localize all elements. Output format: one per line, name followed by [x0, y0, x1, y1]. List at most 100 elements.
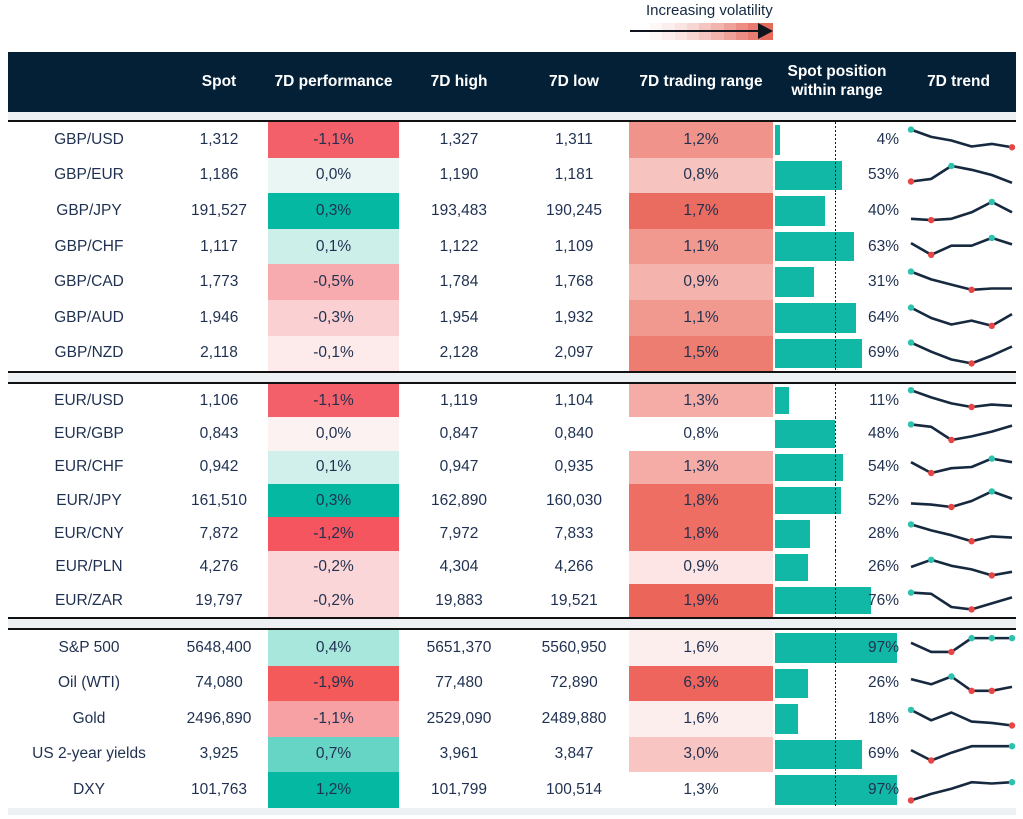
performance-cell: -1,9%: [268, 665, 399, 702]
performance-cell: -1,1%: [268, 701, 399, 737]
spot-value: 2496,890: [186, 709, 252, 727]
section-divider-band: [8, 373, 1016, 383]
section-indices: S&P 500 5648,400 0,4% 5651,370 5560,950 …: [8, 628, 1016, 808]
position-bar: [775, 160, 842, 191]
instrument-name: Oil (WTI): [58, 674, 120, 692]
performance-cell: 0,0%: [268, 417, 399, 451]
col-7d-trend: 7D trend: [927, 72, 990, 90]
table-row: DXY 101,763 1,2% 101,799 100,514 1,3% 97…: [8, 772, 1016, 808]
midpoint-dashed-line: [835, 384, 836, 418]
position-bar-cell: 69%: [773, 736, 901, 773]
instrument-name: Gold: [72, 709, 106, 727]
performance-cell: -0,2%: [268, 583, 399, 618]
performance-cell: 0,3%: [268, 484, 399, 518]
low-value: 4,266: [554, 558, 594, 576]
performance-cell: -1,2%: [268, 517, 399, 551]
low-value: 1,181: [554, 166, 594, 184]
position-bar: [775, 520, 811, 548]
trading-range-cell: 1,7%: [629, 193, 773, 229]
trading-range-cell: 1,3%: [629, 772, 773, 808]
position-label: 4%: [876, 130, 899, 148]
high-value: 2529,090: [426, 709, 492, 727]
performance-cell: -0,2%: [268, 550, 399, 584]
table-row: EUR/CHF 0,942 0,1% 0,947 0,935 1,3% 54%: [8, 450, 1016, 485]
midpoint-dashed-line: [835, 701, 836, 737]
trading-range-cell: 0,8%: [629, 157, 773, 194]
high-value: 3,961: [439, 745, 479, 763]
trading-range-cell: 0,9%: [629, 264, 773, 300]
trend-sparkline: [901, 484, 1016, 517]
instrument-name: GBP/USD: [54, 130, 124, 148]
table-header: Spot 7D performance 7D high 7D low 7D tr…: [8, 52, 1016, 112]
position-bar-cell: 18%: [773, 701, 901, 737]
spot-value: 1,312: [199, 130, 239, 148]
spot-value: 1,946: [199, 308, 239, 326]
midpoint-dashed-line: [835, 122, 836, 158]
instrument-name: EUR/USD: [54, 391, 124, 409]
trend-sparkline: [901, 772, 1016, 808]
low-value: 3,847: [554, 745, 594, 763]
trading-range-cell: 1,6%: [629, 701, 773, 737]
instrument-name: EUR/GBP: [54, 425, 124, 443]
volatility-arrow: [630, 30, 764, 32]
midpoint-dashed-line: [835, 264, 836, 300]
high-value: 1,122: [439, 237, 479, 255]
position-bar-cell: 97%: [773, 772, 901, 808]
trend-sparkline: [901, 451, 1016, 484]
performance-cell: -1,1%: [268, 122, 399, 158]
spot-value: 191,527: [190, 201, 248, 219]
trend-sparkline: [901, 517, 1016, 550]
low-value: 72,890: [550, 674, 598, 692]
col-7d-high: 7D high: [430, 72, 488, 90]
trading-range-cell: 1,1%: [629, 299, 773, 336]
position-bar-cell: 69%: [773, 335, 901, 372]
trend-sparkline: [901, 666, 1016, 702]
low-value: 2489,880: [541, 709, 607, 727]
midpoint-dashed-line: [835, 665, 836, 702]
position-label: 76%: [867, 591, 899, 609]
position-bar-cell: 63%: [773, 228, 901, 265]
col-7d-trading-range: 7D trading range: [639, 72, 763, 90]
low-value: 7,833: [554, 524, 594, 542]
instrument-name: GBP/EUR: [54, 166, 124, 184]
trend-sparkline: [901, 336, 1016, 372]
position-bar: [775, 739, 862, 770]
position-label: 31%: [867, 273, 899, 291]
performance-cell: -0,1%: [268, 335, 399, 372]
high-value: 1,784: [439, 273, 479, 291]
spot-value: 161,510: [190, 491, 248, 509]
col-7d-performance: 7D performance: [274, 72, 393, 90]
midpoint-dashed-line: [835, 484, 836, 518]
position-bar-cell: 4%: [773, 122, 901, 158]
volatility-arrow-head-icon: [758, 23, 773, 39]
col-7d-low: 7D low: [549, 72, 599, 90]
midpoint-dashed-line: [835, 550, 836, 584]
spot-value: 19,797: [195, 591, 243, 609]
trend-sparkline: [901, 122, 1016, 158]
low-value: 0,840: [554, 425, 594, 443]
header-divider-band: [8, 112, 1016, 120]
high-value: 1,327: [439, 130, 479, 148]
table-row: EUR/GBP 0,843 0,0% 0,847 0,840 0,8% 48%: [8, 417, 1016, 451]
trend-sparkline: [901, 158, 1016, 194]
trading-range-cell: 1,1%: [629, 228, 773, 265]
position-label: 52%: [867, 491, 899, 509]
position-label: 69%: [867, 344, 899, 362]
table-row: GBP/EUR 1,186 0,0% 1,190 1,181 0,8% 53%: [8, 157, 1016, 194]
performance-cell: -0,3%: [268, 299, 399, 336]
high-value: 4,304: [439, 558, 479, 576]
midpoint-dashed-line: [835, 583, 836, 618]
trend-sparkline: [901, 300, 1016, 336]
spot-value: 0,843: [199, 425, 239, 443]
position-bar: [775, 267, 815, 297]
high-value: 193,483: [430, 201, 488, 219]
position-bar-cell: 26%: [773, 550, 901, 584]
position-bar: [775, 453, 844, 482]
position-bar-cell: 54%: [773, 450, 901, 485]
instrument-name: GBP/CHF: [54, 237, 124, 255]
instrument-name: EUR/PLN: [55, 558, 123, 576]
low-value: 190,245: [545, 201, 603, 219]
spot-value: 74,080: [195, 674, 243, 692]
trading-range-cell: 1,2%: [629, 122, 773, 158]
position-bar: [775, 487, 841, 515]
